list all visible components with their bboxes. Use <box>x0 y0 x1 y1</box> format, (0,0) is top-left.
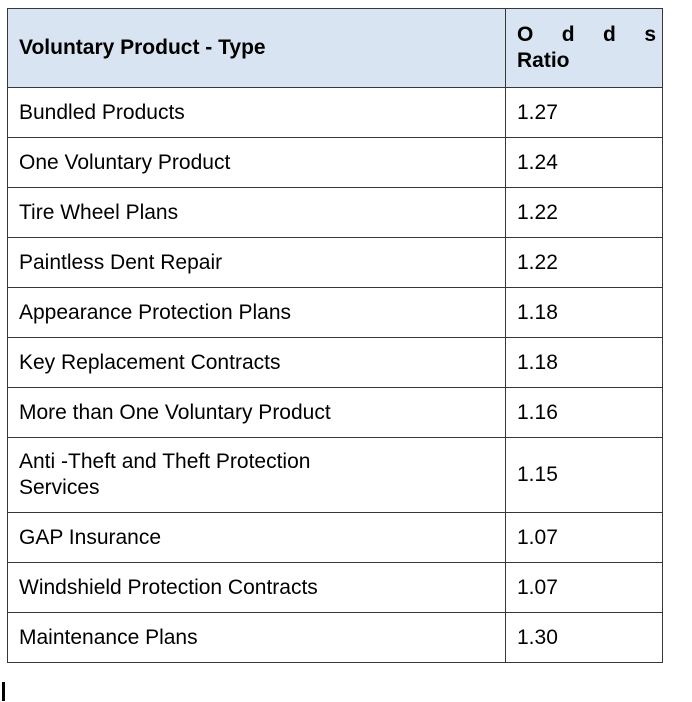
product-cell[interactable]: Appearance Protection Plans <box>7 287 506 338</box>
odds-justified-line: O d d s <box>517 22 656 48</box>
product-cell[interactable]: GAP Insurance <box>7 512 506 563</box>
odds-ratio-cell[interactable]: 1.15 <box>505 437 663 513</box>
odds-ratio-cell[interactable]: 1.18 <box>505 337 663 388</box>
odds-ratio-cell[interactable]: 1.24 <box>505 137 663 188</box>
odds-ratio-table: Voluntary Product - Type O d d s Ratio B… <box>7 8 663 663</box>
table-row: One Voluntary Product 1.24 <box>7 137 663 188</box>
table-row: More than One Voluntary Product 1.16 <box>7 387 663 438</box>
product-cell[interactable]: Windshield Protection Contracts <box>7 562 506 613</box>
text-cursor-caret <box>2 682 5 701</box>
ratio-line: Ratio <box>517 49 570 72</box>
odds-ratio-cell[interactable]: 1.27 <box>505 87 663 138</box>
odds-ratio-cell[interactable]: 1.07 <box>505 512 663 563</box>
product-cell[interactable]: Paintless Dent Repair <box>7 237 506 288</box>
odds-ratio-cell[interactable]: 1.30 <box>505 612 663 663</box>
odds-letter: d <box>561 23 575 46</box>
odds-ratio-cell[interactable]: 1.22 <box>505 237 663 288</box>
odds-letter: O <box>517 23 534 46</box>
table-row: Tire Wheel Plans 1.22 <box>7 187 663 238</box>
odds-ratio-cell[interactable]: 1.16 <box>505 387 663 438</box>
odds-letter: s <box>644 23 656 46</box>
product-cell[interactable]: Bundled Products <box>7 87 506 138</box>
product-cell[interactable]: Anti -Theft and Theft Protection Service… <box>7 437 506 513</box>
product-cell[interactable]: Maintenance Plans <box>7 612 506 663</box>
table-row: Paintless Dent Repair 1.22 <box>7 237 663 288</box>
header-cell-odds-ratio[interactable]: O d d s Ratio <box>505 8 663 88</box>
table-row: Key Replacement Contracts 1.18 <box>7 337 663 388</box>
table-row: Windshield Protection Contracts 1.07 <box>7 562 663 613</box>
table-row: Appearance Protection Plans 1.18 <box>7 287 663 338</box>
odds-ratio-cell[interactable]: 1.07 <box>505 562 663 613</box>
odds-ratio-cell[interactable]: 1.18 <box>505 287 663 338</box>
product-cell[interactable]: Key Replacement Contracts <box>7 337 506 388</box>
header-cell-product-type[interactable]: Voluntary Product - Type <box>7 8 506 88</box>
product-cell[interactable]: More than One Voluntary Product <box>7 387 506 438</box>
table-row: Maintenance Plans 1.30 <box>7 612 663 663</box>
table-row: GAP Insurance 1.07 <box>7 512 663 563</box>
odds-letter: d <box>603 23 616 46</box>
product-cell[interactable]: One Voluntary Product <box>7 137 506 188</box>
product-cell[interactable]: Tire Wheel Plans <box>7 187 506 238</box>
table-row: Anti -Theft and Theft Protection Service… <box>7 437 663 513</box>
table-row: Bundled Products 1.27 <box>7 87 663 138</box>
header-row: Voluntary Product - Type O d d s Ratio <box>7 8 663 88</box>
odds-ratio-cell[interactable]: 1.22 <box>505 187 663 238</box>
